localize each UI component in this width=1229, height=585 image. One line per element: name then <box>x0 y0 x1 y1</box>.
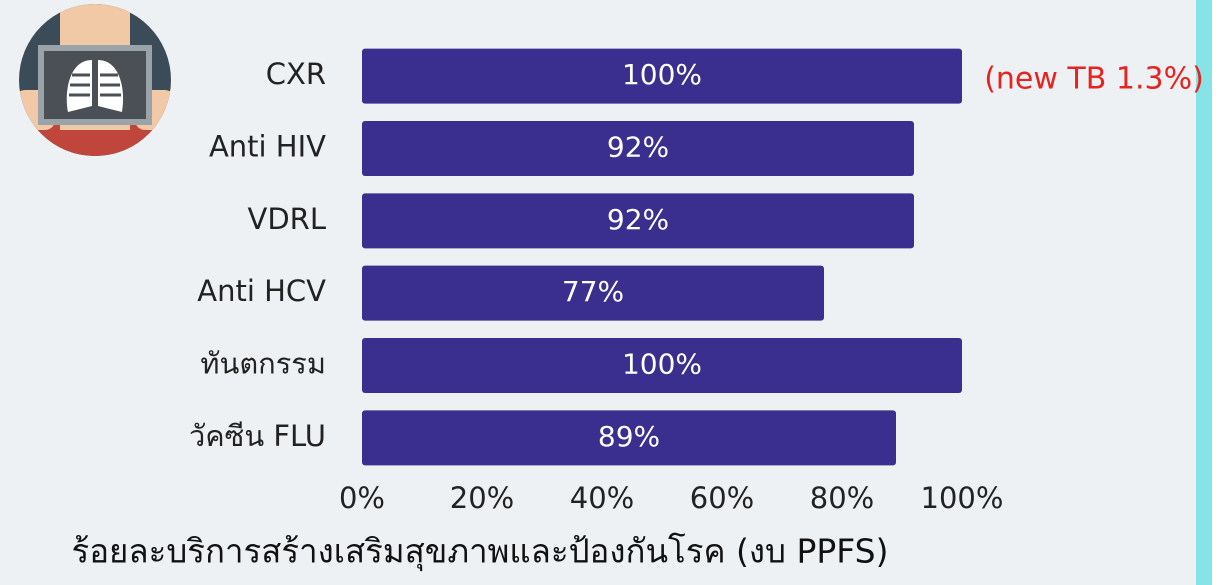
chart-title: ร้อยละบริการสร้างเสริมสุขภาพและป้องกันโร… <box>72 532 889 572</box>
x-tick-label: 20% <box>450 481 514 515</box>
y-tick-label: Anti HCV <box>197 274 326 308</box>
bar <box>362 338 962 393</box>
value-label: 92% <box>607 203 669 236</box>
bar <box>362 48 962 104</box>
value-label: 77% <box>562 275 624 308</box>
value-label: 100% <box>622 58 702 91</box>
x-tick-label: 40% <box>570 481 634 515</box>
margin <box>1212 0 1229 585</box>
y-tick-label: CXR <box>266 57 326 91</box>
y-tick-label: วัคซีน FLU <box>189 419 326 453</box>
x-tick-label: 100% <box>921 481 1004 515</box>
value-label: 100% <box>622 348 702 381</box>
value-label: 92% <box>607 131 669 164</box>
y-tick-label: VDRL <box>248 202 326 236</box>
bar <box>362 265 824 321</box>
bar <box>362 121 914 176</box>
annotation: (new TB 1.3%) <box>984 62 1204 97</box>
y-tick-label: ทันตกรรม <box>200 347 326 381</box>
x-tick-label: 0% <box>339 481 385 515</box>
x-tick-label: 80% <box>810 481 874 515</box>
xray-icon <box>19 4 171 156</box>
bar <box>362 193 914 249</box>
bar <box>362 410 896 466</box>
value-label: 89% <box>598 420 660 453</box>
y-tick-label: Anti HIV <box>209 130 326 164</box>
x-tick-label: 60% <box>690 481 754 515</box>
side-border <box>1196 0 1212 585</box>
